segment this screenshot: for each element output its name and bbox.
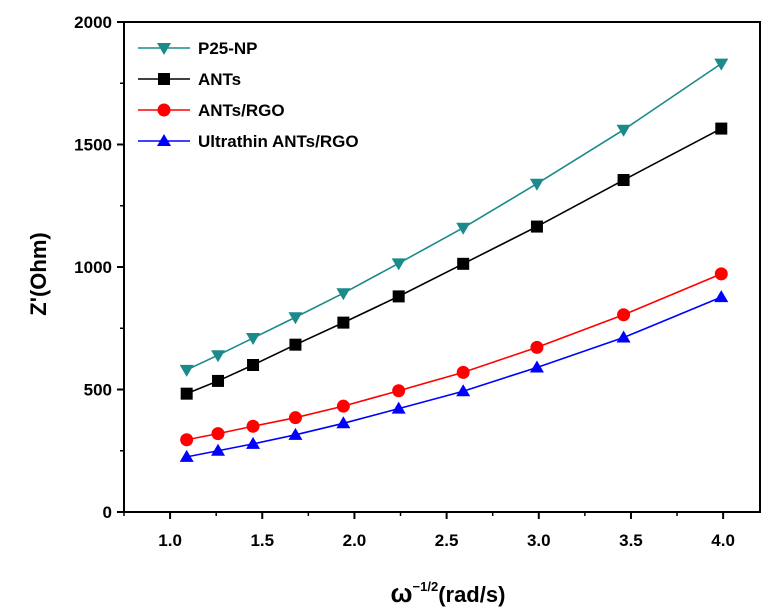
legend-label: Ultrathin ANTs/RGO — [198, 132, 359, 151]
data-point — [211, 350, 226, 363]
data-point — [456, 365, 470, 379]
y-tick-label: 500 — [84, 381, 112, 400]
data-point — [457, 257, 470, 270]
data-point — [179, 364, 194, 377]
data-point — [288, 427, 303, 440]
x-tick-label: 3.0 — [527, 531, 551, 550]
legend-label: P25-NP — [198, 39, 258, 58]
legend-entry: P25-NP — [138, 39, 258, 58]
legend-entry: Ultrathin ANTs/RGO — [138, 132, 359, 151]
data-point — [391, 401, 406, 414]
legend-marker — [158, 73, 170, 85]
data-point — [246, 436, 261, 449]
y-tick-label: 1000 — [74, 258, 112, 277]
data-point — [336, 399, 350, 413]
x-tick-label: 4.0 — [711, 531, 735, 550]
y-tick-label: 1500 — [74, 136, 112, 155]
data-point — [617, 174, 630, 187]
data-point — [246, 419, 260, 433]
data-point — [180, 387, 193, 400]
x-tick-label: 1.5 — [250, 531, 274, 550]
legend-marker — [157, 43, 171, 55]
data-point — [715, 122, 728, 135]
x-tick-label: 1.0 — [158, 531, 182, 550]
data-point — [530, 340, 544, 354]
data-point — [288, 411, 302, 425]
data-point — [530, 220, 543, 233]
data-point — [391, 258, 406, 271]
data-point — [392, 384, 406, 398]
data-point — [714, 58, 729, 71]
x-axis-ticks: 1.0 1.5 2.0 2.5 3.0 3.5 4.0 — [123, 512, 735, 550]
data-point — [456, 384, 471, 397]
series-layer — [179, 58, 729, 462]
y-axis-ticks: 0 500 1000 1500 2000 — [74, 13, 124, 522]
legend-marker — [157, 134, 171, 146]
data-point — [714, 290, 729, 303]
data-point — [617, 308, 631, 322]
x-axis-unit: (rad/s) — [438, 582, 505, 607]
x-tick-label: 2.0 — [343, 531, 367, 550]
legend-marker — [157, 103, 171, 117]
data-point — [336, 288, 351, 301]
data-point — [180, 433, 194, 447]
y-axis-title: Z'(Ohm) — [26, 232, 51, 315]
data-point — [392, 290, 405, 303]
data-point — [529, 178, 544, 191]
data-point — [456, 222, 471, 235]
data-point — [247, 359, 260, 371]
legend-entry: ANTs — [138, 70, 241, 89]
data-point — [212, 374, 225, 387]
data-point — [211, 427, 225, 441]
data-point — [336, 416, 351, 429]
legend: P25-NP ANTs ANTs/RGO Ultrathin ANTs/RGO — [138, 39, 359, 151]
series-line — [186, 62, 722, 371]
x-tick-label: 2.5 — [435, 531, 459, 550]
data-point — [529, 360, 544, 373]
series-p25-np — [179, 58, 729, 377]
x-tick-label: 3.5 — [619, 531, 643, 550]
legend-label: ANTs — [198, 70, 241, 89]
series-ants — [180, 122, 728, 400]
y-tick-label: 2000 — [74, 13, 112, 32]
data-point — [211, 443, 226, 456]
x-axis-title: ω−1/2(rad/s) — [391, 578, 506, 608]
legend-entry: ANTs/RGO — [138, 101, 285, 120]
data-point — [289, 338, 302, 351]
data-point — [288, 312, 303, 325]
x-axis-exponent: −1/2 — [413, 579, 439, 594]
data-point — [616, 330, 631, 343]
series-line — [186, 296, 722, 458]
legend-label: ANTs/RGO — [198, 101, 285, 120]
series-line — [186, 273, 722, 441]
series-line — [186, 127, 722, 395]
data-point — [337, 316, 350, 329]
series-ants-rgo — [180, 267, 728, 447]
data-point — [714, 267, 728, 281]
data-point — [246, 333, 261, 346]
data-point — [616, 124, 631, 137]
data-point — [179, 449, 194, 462]
y-tick-label: 0 — [103, 503, 112, 522]
x-axis-symbol: ω — [391, 578, 413, 608]
series-ultrathin-ants-rgo — [179, 290, 729, 462]
